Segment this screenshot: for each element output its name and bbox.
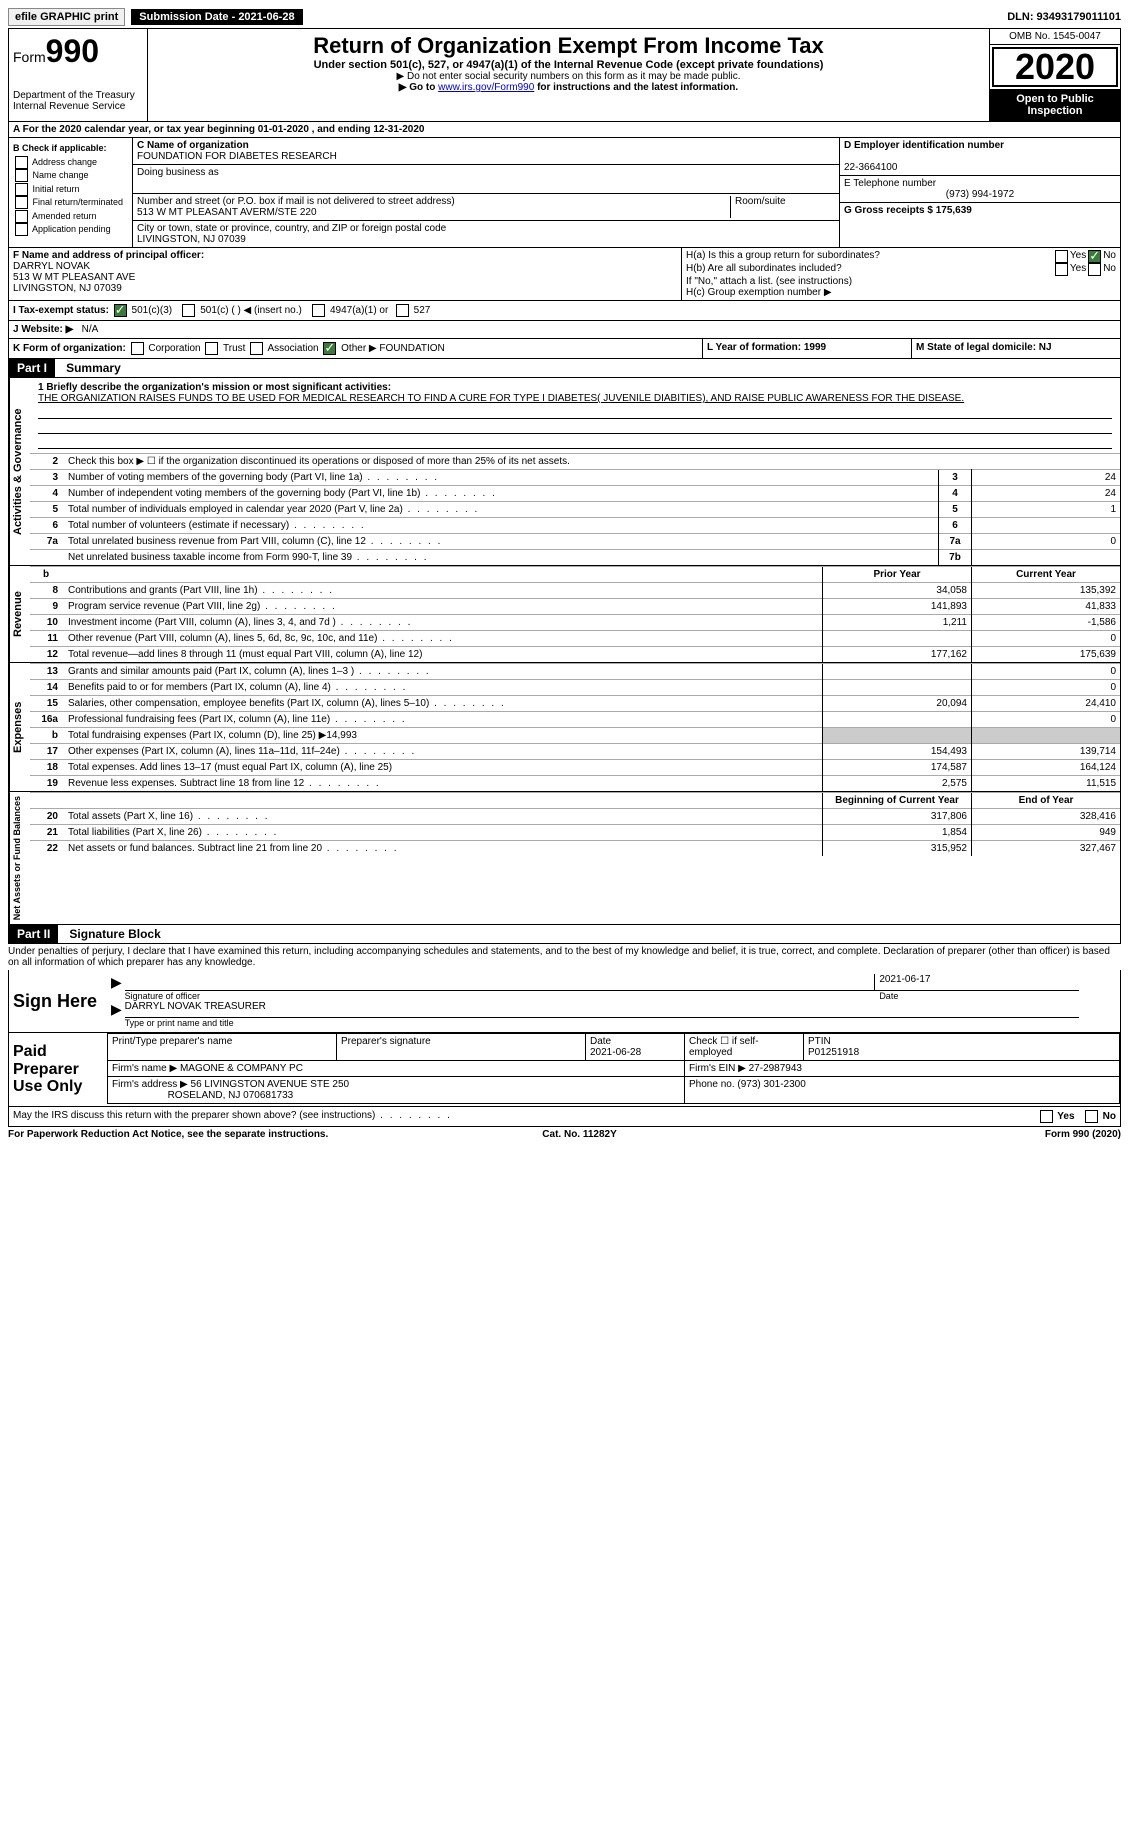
col-d-ein: D Employer identification number 22-3664… <box>839 138 1120 247</box>
form-header: Form990 Department of the Treasury Inter… <box>8 28 1121 122</box>
row-i-tax-status: I Tax-exempt status: 501(c)(3) 501(c) ( … <box>8 301 1121 321</box>
row-l-year: L Year of formation: 1999 <box>702 339 911 358</box>
preparer-table: Print/Type preparer's name Preparer's si… <box>107 1033 1120 1104</box>
efile-button[interactable]: efile GRAPHIC print <box>8 8 125 26</box>
side-expenses: Expenses <box>9 663 30 791</box>
form-note2-post: for instructions and the latest informat… <box>534 82 738 93</box>
discuss-row: May the IRS discuss this return with the… <box>8 1107 1121 1127</box>
sign-here-label: Sign Here <box>9 970 107 1032</box>
dln: DLN: 93493179011101 <box>1007 11 1121 23</box>
side-revenue: Revenue <box>9 566 30 662</box>
part2-title: Signature Block <box>61 927 160 941</box>
row-j-website: J Website: ▶ N/A <box>8 321 1121 339</box>
perjury-text: Under penalties of perjury, I declare th… <box>8 944 1121 970</box>
expenses-table: 13Grants and similar amounts paid (Part … <box>30 663 1120 791</box>
revenue-table: bPrior YearCurrent Year 8Contributions a… <box>30 566 1120 662</box>
dept-label: Department of the Treasury <box>13 90 143 101</box>
col-h-group: H(a) Is this a group return for subordin… <box>681 248 1120 300</box>
form-note2-pre: ▶ Go to <box>399 82 438 93</box>
irs-label: Internal Revenue Service <box>13 101 143 112</box>
page-footer: For Paperwork Reduction Act Notice, see … <box>8 1129 1121 1140</box>
top-bar: efile GRAPHIC print Submission Date - 20… <box>8 8 1121 26</box>
part2-header: Part II <box>9 925 58 943</box>
col-f-officer: F Name and address of principal officer:… <box>9 248 681 300</box>
col-b-checkboxes: B Check if applicable: Address change Na… <box>9 138 133 247</box>
side-governance: Activities & Governance <box>9 378 30 565</box>
part1-title: Summary <box>58 361 121 375</box>
part1-header: Part I <box>9 359 55 377</box>
open-to-public: Open to Public Inspection <box>990 89 1120 121</box>
form-subtitle: Under section 501(c), 527, or 4947(a)(1)… <box>152 59 985 71</box>
paid-preparer-label: Paid Preparer Use Only <box>9 1033 107 1106</box>
form-title: Return of Organization Exempt From Incom… <box>152 33 985 59</box>
form-number: 990 <box>46 33 99 69</box>
submission-date: Submission Date - 2021-06-28 <box>131 9 302 25</box>
row-k-form-org: K Form of organization: Corporation Trus… <box>9 339 702 358</box>
col-c-org-info: C Name of organization FOUNDATION FOR DI… <box>133 138 839 247</box>
mission-label: 1 Briefly describe the organization's mi… <box>38 382 391 393</box>
form-prefix: Form <box>13 49 46 65</box>
omb-number: OMB No. 1545-0047 <box>990 29 1120 45</box>
mission-text: THE ORGANIZATION RAISES FUNDS TO BE USED… <box>38 393 964 404</box>
side-netassets: Net Assets or Fund Balances <box>9 792 30 924</box>
netassets-table: Beginning of Current YearEnd of Year 20T… <box>30 792 1120 856</box>
governance-table: 2Check this box ▶ ☐ if the organization … <box>30 453 1120 565</box>
tax-year: 2020 <box>992 47 1118 87</box>
row-m-state: M State of legal domicile: NJ <box>911 339 1120 358</box>
form-note1: ▶ Do not enter social security numbers o… <box>152 71 985 82</box>
irs-link[interactable]: www.irs.gov/Form990 <box>438 82 534 93</box>
row-a-tax-year: A For the 2020 calendar year, or tax yea… <box>8 122 1121 138</box>
